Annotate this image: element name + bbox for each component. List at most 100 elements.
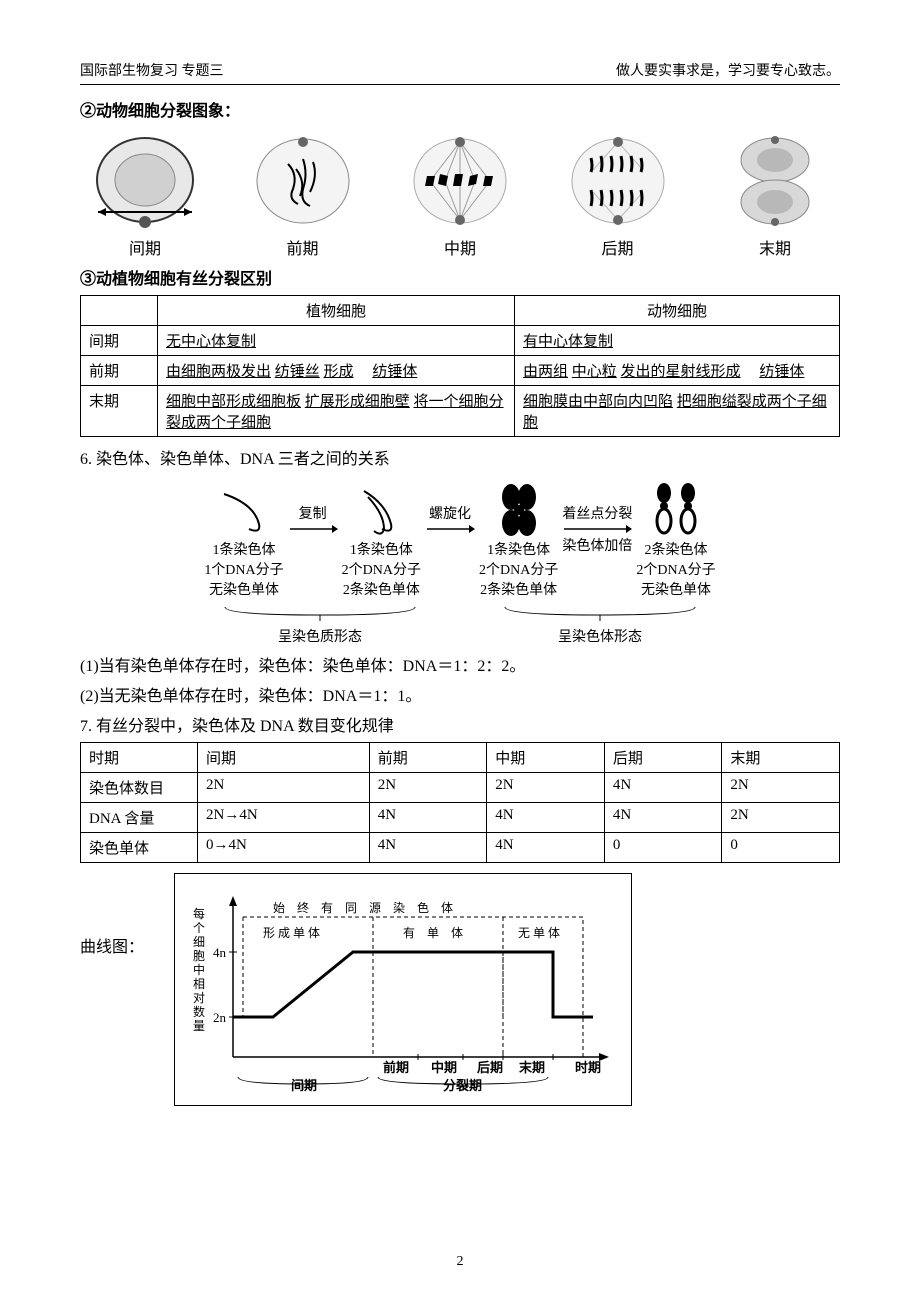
table-cell: 末期 [81, 386, 158, 437]
brace-label: 分裂期 [443, 1078, 482, 1092]
underlined-text: 由细胞两极发出 [166, 364, 271, 380]
diagram-text: 1条染色体 [350, 539, 413, 559]
table-cell: 有中心体复制 [515, 326, 840, 356]
table-cell: 4N [604, 803, 722, 833]
phase-label: 前期 [286, 235, 318, 259]
xlabel: 后期 [477, 1060, 503, 1075]
phase-label: 后期 [601, 235, 633, 259]
phase-image-metaphase [400, 131, 520, 231]
underlined-text: 有中心体复制 [523, 334, 613, 350]
underlined-text: 发出的星射线形成 [621, 364, 741, 380]
diagram-text: 无染色单体 [641, 579, 711, 599]
phase-item-telophase: 末期 [710, 131, 840, 259]
table-row: 末期 细胞中部形成细胞板 扩展形成细胞壁 将一个细胞分裂成两个子细胞 细胞膜由中… [81, 386, 840, 437]
xlabel: 末期 [518, 1060, 545, 1075]
chart-row2-text: 有 单 体 [403, 926, 463, 940]
underlined-text: 纺锤体 [759, 364, 804, 380]
table-row: 染色单体 0→4N 4N 4N 0 0 [81, 833, 840, 863]
svg-text:相: 相 [193, 977, 205, 991]
underlined-text: 扩展形成细胞壁 [305, 394, 410, 410]
diagram-stage-2: 1条染色体 2个DNA分子 2条染色单体 [342, 479, 421, 599]
table-row: 时期 间期 前期 中期 后期 末期 [81, 743, 840, 773]
underlined-text: 由两组 [523, 364, 568, 380]
diagram-stage-1: 1条染色体 1个DNA分子 无染色单体 [204, 479, 283, 599]
section6-title: 6. 染色体、染色单体、DNA 三者之间的关系 [80, 445, 840, 469]
chart-label: 曲线图： [80, 873, 144, 957]
table-row: 间期 无中心体复制 有中心体复制 [81, 326, 840, 356]
section2-title: ②动物细胞分裂图象： [80, 97, 840, 121]
table-cell: DNA 含量 [81, 803, 198, 833]
table-row: 前期 由细胞两极发出 纺锤丝 形成 纺锤体 由两组 中心粒 发出的星射线形成 纺… [81, 356, 840, 386]
brace-group: 呈染色体形态 [480, 605, 720, 646]
table-cell: 染色单体 [81, 833, 198, 863]
svg-text:数: 数 [193, 1004, 205, 1019]
diagram-text: 2条染色单体 [480, 579, 557, 599]
table-row: DNA 含量 2N→4N 4N 4N 4N 2N [81, 803, 840, 833]
brace-label: 呈染色质形态 [200, 626, 440, 646]
diagram-arrow-3: 着丝点分裂 染色体加倍 [562, 479, 632, 555]
ylabel-text: 每 [193, 906, 205, 921]
table-cell: 2N [487, 773, 605, 803]
underlined-text: 细胞中部形成细胞板 [166, 394, 301, 410]
xlabel: 中期 [431, 1060, 457, 1075]
table-cell: 前期 [81, 356, 158, 386]
underlined-text: 无中心体复制 [166, 334, 256, 350]
section6-line1: (1)当有染色单体存在时，染色体：染色单体：DNA＝1：2：2。 [80, 652, 840, 676]
table-cell: 4N [604, 773, 722, 803]
diagram-text: 1个DNA分子 [204, 559, 283, 579]
table-header: 植物细胞 [158, 296, 515, 326]
table-cell: 2N→4N [198, 803, 370, 833]
phase-label: 末期 [759, 235, 791, 259]
phase-image-interphase [85, 131, 205, 231]
underlined-text: 形成 [324, 364, 354, 380]
diagram-text: 2条染色单体 [343, 579, 420, 599]
diagram-text: 2个DNA分子 [342, 559, 421, 579]
table-cell: 间期 [198, 743, 370, 773]
svg-text:胞: 胞 [193, 949, 205, 963]
brace-group: 呈染色质形态 [200, 605, 440, 646]
table-cell: 4N [487, 803, 605, 833]
table-cell: 无中心体复制 [158, 326, 515, 356]
arrow-label: 螺旋化 [429, 503, 471, 523]
svg-text:量: 量 [193, 1019, 205, 1033]
table-row: 植物细胞 动物细胞 [81, 296, 840, 326]
phase-image-prophase [243, 131, 363, 231]
table-cell: 4N [487, 833, 605, 863]
xlabel: 前期 [383, 1060, 409, 1075]
table-cell: 4N [369, 833, 487, 863]
section7-title: 7. 有丝分裂中，染色体及 DNA 数目变化规律 [80, 712, 840, 736]
table-cell: 由两组 中心粒 发出的星射线形成 纺锤体 [515, 356, 840, 386]
table-cell: 2N [722, 803, 840, 833]
table-cell: 末期 [722, 743, 840, 773]
table-row: 染色体数目 2N 2N 2N 4N 2N [81, 773, 840, 803]
table-cell: 0 [722, 833, 840, 863]
table-cell: 4N [369, 803, 487, 833]
brace-label: 呈染色体形态 [480, 626, 720, 646]
diagram-text: 1条染色体 [487, 539, 550, 559]
table-cell: 时期 [81, 743, 198, 773]
diagram-text: 2个DNA分子 [636, 559, 715, 579]
arrow-label: 着丝点分裂 [562, 503, 632, 523]
chart-row2-text: 无 单 体 [518, 926, 560, 940]
header-left: 国际部生物复习 专题三 [80, 60, 224, 80]
table-cell: 间期 [81, 326, 158, 356]
phase-label: 中期 [444, 235, 476, 259]
table-cell: 细胞膜由中部向内凹陷 把细胞缢裂成两个子细胞 [515, 386, 840, 437]
phase-item-metaphase: 中期 [395, 131, 525, 259]
phase-label: 间期 [129, 235, 161, 259]
table-cell: 后期 [604, 743, 722, 773]
svg-text:个: 个 [193, 921, 205, 935]
diagram-text: 2个DNA分子 [479, 559, 558, 579]
underlined-text: 纺锤丝 [275, 364, 320, 380]
arrow-label: 染色体加倍 [562, 535, 632, 555]
diagram-arrow-1: 复制 [288, 479, 338, 535]
table-cell: 2N [722, 773, 840, 803]
header-right: 做人要实事求是，学习要专心致志。 [616, 60, 840, 80]
table-cell: 细胞中部形成细胞板 扩展形成细胞壁 将一个细胞分裂成两个子细胞 [158, 386, 515, 437]
underlined-text: 纺锤体 [372, 364, 417, 380]
underlined-text: 中心粒 [572, 364, 617, 380]
phase-item-prophase: 前期 [238, 131, 368, 259]
diagram-stage-4: 2条染色体 2个DNA分子 无染色单体 [636, 479, 715, 599]
chart-top-text: 始 终 有 同 源 染 色 体 [273, 900, 453, 915]
section3-title: ③动植物细胞有丝分裂区别 [80, 265, 840, 289]
